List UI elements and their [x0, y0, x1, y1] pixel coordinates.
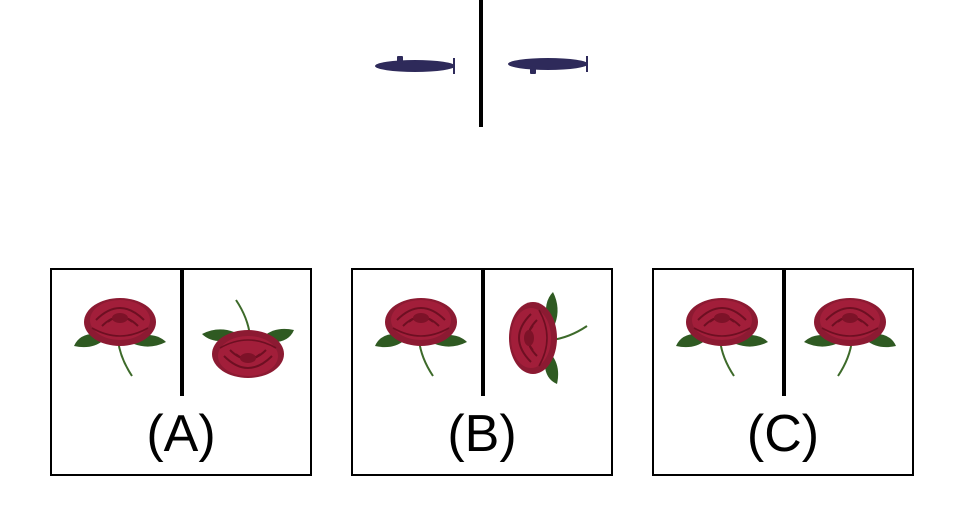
top-panel — [360, 0, 600, 130]
top-divider — [479, 0, 483, 127]
rose-icon — [73, 297, 167, 377]
rose-icon-mirrored — [803, 297, 897, 377]
rose-icon — [675, 297, 769, 377]
rose-icon-rotated — [201, 299, 295, 379]
rose-icon-rotated — [508, 291, 588, 385]
option-b-box[interactable]: (B) — [351, 268, 613, 476]
submarine-icon-right — [508, 56, 588, 74]
option-divider — [481, 270, 485, 396]
option-divider — [782, 270, 786, 396]
option-c-box[interactable]: (C) — [652, 268, 914, 476]
option-a-box[interactable]: (A) — [50, 268, 312, 476]
submarine-icon-left — [375, 56, 455, 74]
option-label: (B) — [447, 405, 517, 463]
option-label: (C) — [746, 405, 820, 463]
option-label: (A) — [146, 405, 216, 463]
rose-icon — [374, 297, 468, 377]
option-divider — [180, 270, 184, 396]
